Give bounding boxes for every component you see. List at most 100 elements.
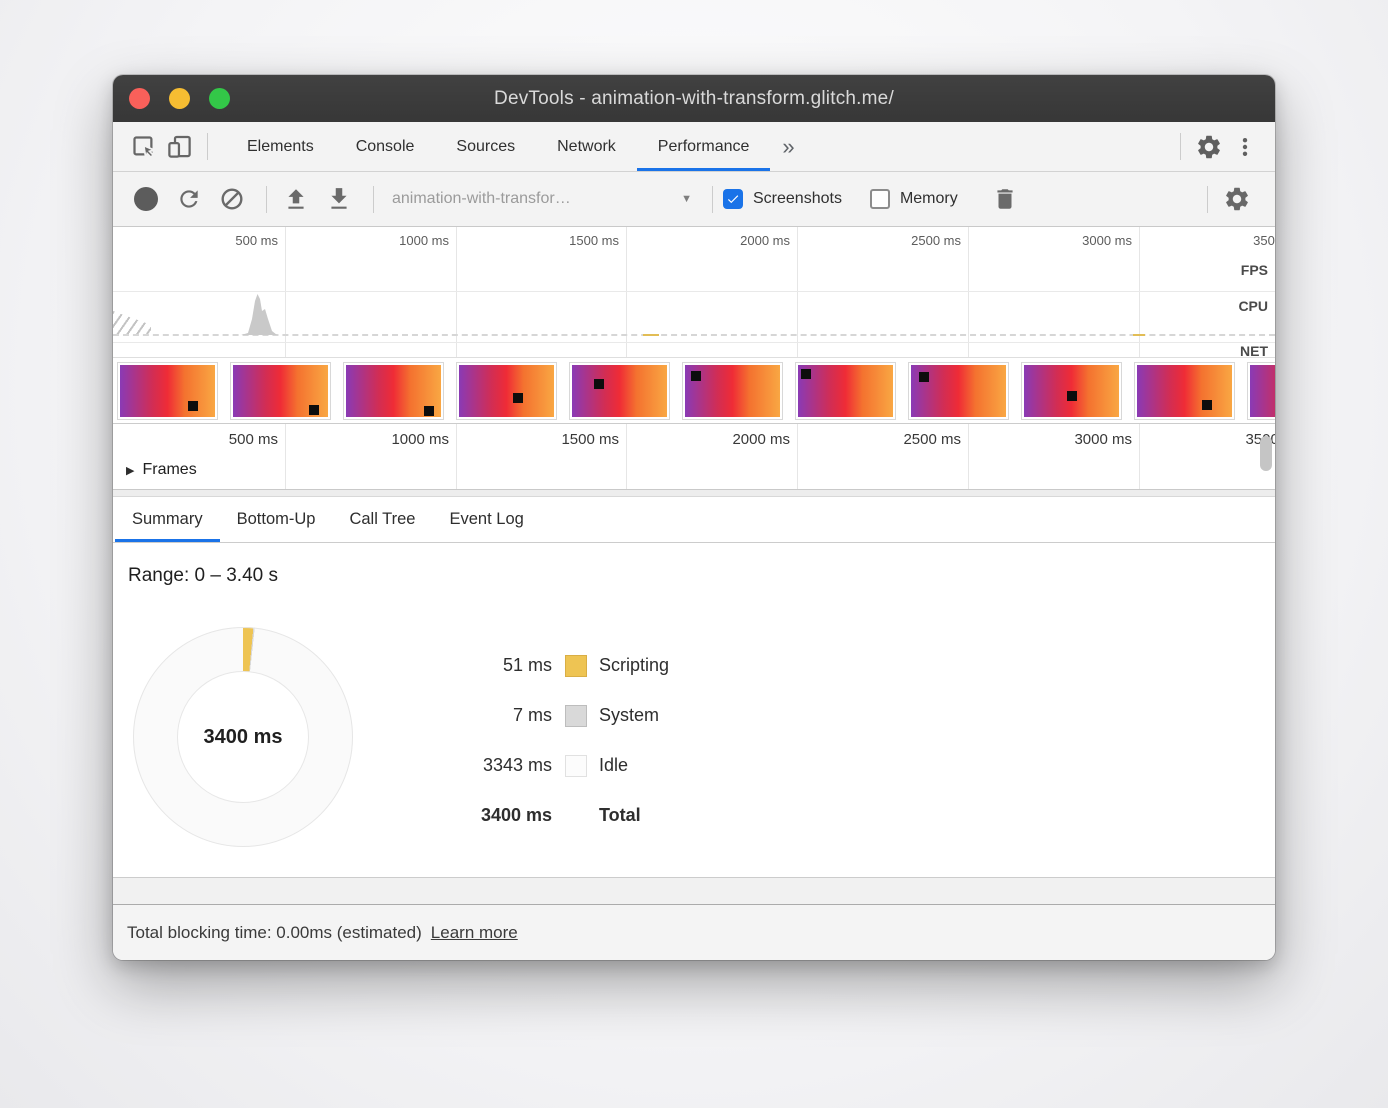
three-dots-icon — [1242, 137, 1248, 156]
screenshots-toggle[interactable]: Screenshots — [723, 189, 842, 209]
legend-value: 7 ms — [512, 705, 552, 725]
screenshots-checkbox[interactable] — [723, 189, 743, 209]
filmstrip-frame[interactable] — [795, 362, 896, 420]
learn-more-link[interactable]: Learn more — [430, 922, 518, 942]
dropdown-caret-icon: ▼ — [681, 193, 692, 205]
zoom-button[interactable] — [209, 88, 230, 109]
gridline — [456, 424, 457, 489]
filmstrip-frame[interactable] — [1134, 362, 1235, 420]
screenshot-thumbnail — [233, 365, 328, 417]
screenshot-thumbnail — [911, 365, 1006, 417]
row-divider — [113, 342, 1275, 343]
tab-network[interactable]: Network — [557, 137, 616, 155]
tick-label: 500 ms — [228, 431, 278, 448]
tick-label: 2500 ms — [903, 431, 961, 448]
tick-label: 3000 ms — [1074, 431, 1132, 448]
gridline — [1139, 227, 1140, 357]
tick-label: 1000 ms — [391, 431, 449, 448]
screenshot-thumbnail — [1250, 365, 1275, 417]
filmstrip-frame[interactable] — [343, 362, 444, 420]
triangle-icon: ▶ — [126, 464, 135, 477]
tab-summary[interactable]: Summary — [115, 497, 220, 542]
record-button[interactable] — [127, 180, 165, 218]
main-tab-bar: Elements Console Sources Network Performance… — [113, 122, 1275, 172]
performance-toolbar: animation-with-transfor… ▼ Screenshots M… — [113, 172, 1275, 227]
gear-icon — [1198, 135, 1220, 158]
page-select-value: animation-with-transfor… — [392, 190, 571, 207]
cpu-scripting-dash — [1133, 334, 1145, 336]
window-title: DevTools - animation-with-transform.glit… — [494, 87, 894, 109]
inspect-cursor-icon — [132, 136, 157, 159]
filmstrip — [113, 358, 1275, 424]
panel-tabs: Elements Console Sources Network Performance — [226, 122, 771, 171]
inspect-element-icon-button[interactable] — [125, 129, 161, 165]
animated-square — [308, 405, 319, 416]
minimize-button[interactable] — [169, 88, 190, 109]
screenshot-thumbnail — [459, 365, 554, 417]
cpu-scripting-dash — [643, 334, 659, 336]
titlebar[interactable]: DevTools - animation-with-transform.glit… — [113, 75, 1275, 122]
close-button[interactable] — [129, 88, 150, 109]
filmstrip-frame[interactable] — [230, 362, 331, 420]
filmstrip-frame[interactable] — [682, 362, 783, 420]
divider — [1207, 185, 1208, 213]
animated-square — [919, 372, 930, 383]
tab-sources[interactable]: Sources — [456, 137, 516, 155]
animated-square — [512, 393, 523, 404]
frames-label: Frames — [142, 461, 197, 478]
block-icon — [221, 188, 243, 210]
more-tabs-button[interactable]: » — [774, 134, 802, 160]
vertical-scrollbar-thumb[interactable] — [1260, 436, 1272, 471]
tab-console[interactable]: Console — [355, 137, 415, 155]
legend-value: 3400 ms — [480, 805, 552, 825]
save-profile-button[interactable] — [320, 180, 358, 218]
tab-call-tree[interactable]: Call Tree — [349, 510, 416, 528]
filmstrip-frame[interactable] — [908, 362, 1009, 420]
tick-label: 1500 ms — [569, 233, 619, 248]
page-select-dropdown[interactable]: animation-with-transfor… ▼ — [384, 190, 702, 208]
donut-hole: 3400 ms — [177, 671, 309, 803]
animated-square — [1067, 390, 1078, 401]
cpu-unrecorded-hatch — [113, 311, 151, 335]
tab-performance[interactable]: Performance — [636, 122, 771, 171]
garbage-collect-button[interactable] — [986, 180, 1024, 218]
memory-checkbox[interactable] — [869, 189, 890, 209]
filmstrip-frame[interactable] — [456, 362, 557, 420]
filmstrip-frame[interactable] — [569, 362, 670, 420]
tab-bottom-up[interactable]: Bottom-Up — [236, 510, 316, 528]
timeline-overview[interactable]: 500 ms 1000 ms 1500 ms 2000 ms 2500 ms 3000 m… — [113, 227, 1275, 358]
load-profile-button[interactable] — [277, 180, 315, 218]
filmstrip-frame[interactable] — [1021, 362, 1122, 420]
legend-value: 3343 ms — [482, 755, 552, 775]
animated-square — [423, 406, 434, 417]
legend-label: Idle — [599, 755, 629, 775]
legend-value: 51 ms — [502, 655, 552, 675]
memory-toggle[interactable]: Memory — [869, 189, 958, 209]
divider — [207, 133, 208, 160]
animated-square — [691, 371, 702, 382]
divider — [373, 185, 374, 213]
device-toolbar-icon-button[interactable] — [161, 129, 197, 165]
gridline — [456, 227, 457, 357]
tab-elements[interactable]: Elements — [247, 137, 314, 155]
tick-label: 3000 ms — [1082, 233, 1132, 248]
capture-settings-button[interactable] — [1218, 180, 1256, 218]
tick-label: 2000 ms — [740, 233, 790, 248]
legend-row-system: 7 ms System — [433, 701, 669, 730]
clear-recording-button[interactable] — [213, 180, 251, 218]
tab-event-log[interactable]: Event Log — [449, 510, 524, 528]
reload-and-record-button[interactable] — [170, 180, 208, 218]
cpu-row-label: CPU — [1238, 298, 1268, 314]
tick-label: 1000 ms — [399, 233, 449, 248]
filmstrip-frame[interactable] — [1247, 362, 1275, 420]
menu-icon-button[interactable] — [1227, 129, 1263, 165]
tick-label: 3500 ms — [1253, 233, 1275, 248]
animated-square — [188, 400, 199, 411]
summary-donut-chart: 3400 ms — [133, 627, 353, 847]
frames-expander[interactable]: ▶ Frames — [126, 461, 197, 479]
screenshot-thumbnail — [685, 365, 780, 417]
gridline — [626, 424, 627, 489]
filmstrip-frame[interactable] — [117, 362, 218, 420]
settings-icon-button[interactable] — [1191, 129, 1227, 165]
divider — [266, 185, 267, 213]
